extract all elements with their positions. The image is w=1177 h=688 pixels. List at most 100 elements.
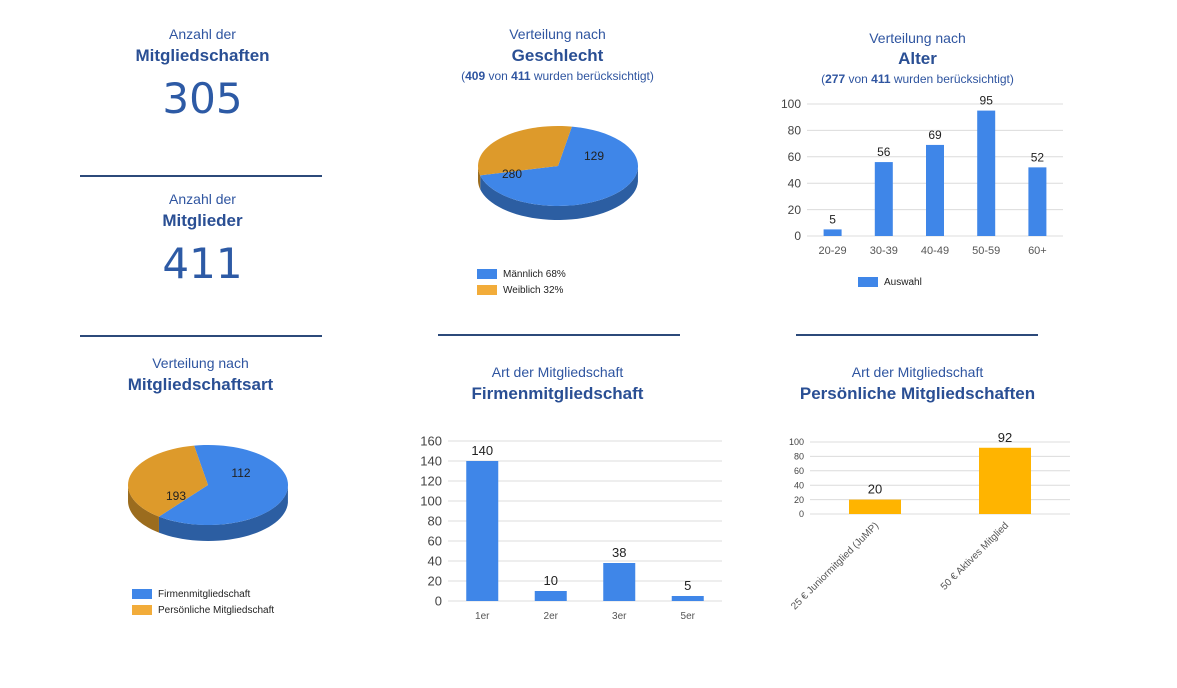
age-header: Verteilung nach Alter (277 von 411 wurde… — [790, 30, 1045, 86]
personal-bar-chart: 0 20 40 60 80 100 20 25 € Juniormitglied (JuMP)… — [789, 432, 1070, 612]
y-tick-label-7: 140 — [420, 454, 442, 469]
y-tick-label-8: 160 — [420, 434, 442, 449]
kpi-memberships-title: Mitgliedschaften — [135, 46, 270, 65]
pie-side-0 — [158, 486, 288, 541]
pie-value-label-1: 112 — [231, 466, 250, 480]
y-tick-label-3: 60 — [794, 466, 804, 476]
bar-value-label-1: 56 — [877, 145, 891, 159]
bar-1 — [534, 591, 567, 601]
pie-slice-0 — [158, 445, 289, 526]
x-tick-label-3: 50-59 — [972, 245, 1000, 257]
gender-pie-chart: 280 129 — [478, 126, 639, 220]
y-tick-label-6: 120 — [420, 474, 442, 489]
age-bar-chart: 0 20 40 60 80 100 5 20-29 56 30-39 69 40-49 95 50-59 5… — [781, 94, 1063, 257]
x-tick-label-0: 25 € Juniormitglied (JuMP) — [789, 520, 881, 612]
age-legend: Auswahl — [858, 274, 922, 290]
personal-title: Persönliche Mitgliedschaften — [799, 384, 1036, 403]
legend-item-auswahl: Auswahl — [858, 274, 922, 290]
kpi-members-line1: Anzahl der — [169, 191, 236, 207]
y-tick-label-4: 80 — [788, 124, 802, 138]
bar-value-label-2: 69 — [928, 128, 942, 142]
pie-side-0 — [480, 167, 638, 220]
bar-0 — [823, 229, 842, 236]
pie-value-label-0: 280 — [502, 167, 522, 181]
y-tick-label-0: 0 — [794, 229, 801, 243]
personal-subtitle: Art der Mitgliedschaft — [851, 364, 984, 380]
divider — [80, 175, 322, 177]
x-tick-label-0: 20-29 — [819, 245, 847, 257]
divider — [80, 335, 322, 337]
gender-note: (409 von 411 wurden berücksichtigt) — [461, 69, 654, 83]
legend-item-personal: Persönliche Mitgliedschaft — [132, 602, 274, 618]
x-tick-label-2: 3er — [612, 611, 627, 622]
bar-value-label-3: 95 — [980, 94, 994, 108]
y-tick-label-2: 40 — [794, 480, 804, 490]
legend-swatch — [132, 589, 152, 599]
y-tick-label-4: 80 — [794, 452, 804, 462]
pie-slice-0 — [480, 126, 639, 207]
kpi-memberships-value: 305 — [162, 74, 243, 123]
firm-bar-chart: 0 20 40 60 80 100 120 140 160 140 1er 10 2er 38 3er 5 5e… — [420, 434, 722, 622]
x-tick-label-1: 30-39 — [870, 245, 898, 257]
firm-title: Firmenmitgliedschaft — [471, 384, 644, 403]
y-tick-label-5: 100 — [781, 97, 801, 111]
legend-item-firm: Firmenmitgliedschaft — [132, 586, 274, 602]
bar-3 — [671, 596, 704, 601]
legend-swatch — [477, 269, 497, 279]
bar-0 — [849, 499, 901, 514]
kpi-memberships: Anzahl der Mitgliedschaften 305 — [80, 26, 325, 123]
bar-value-label-1: 10 — [544, 573, 558, 588]
mtype-header: Verteilung nach Mitgliedschaftsart — [78, 355, 323, 395]
age-note: (277 von 411 wurden berücksichtigt) — [821, 72, 1014, 86]
bar-1 — [874, 162, 893, 236]
bar-value-label-0: 140 — [471, 443, 493, 458]
bar-3 — [977, 110, 996, 236]
legend-swatch — [132, 605, 152, 615]
bar-value-label-0: 5 — [829, 212, 836, 226]
kpi-memberships-line1: Anzahl der — [169, 26, 236, 42]
bar-2 — [603, 563, 636, 601]
age-subtitle: Verteilung nach — [869, 30, 966, 46]
bar-value-label-1: 92 — [998, 432, 1012, 445]
y-tick-label-3: 60 — [428, 534, 442, 549]
bar-value-label-0: 20 — [868, 482, 882, 497]
mtype-legend: Firmenmitgliedschaft Persönliche Mitglie… — [132, 586, 274, 618]
bar-value-label-4: 52 — [1031, 150, 1045, 164]
pie-value-label-1: 129 — [584, 149, 604, 163]
bar-value-label-2: 38 — [612, 545, 626, 560]
bar-1 — [979, 447, 1031, 514]
kpi-members: Anzahl der Mitglieder 411 — [80, 191, 325, 288]
pie-side-1 — [128, 484, 159, 533]
personal-header: Art der Mitgliedschaft Persönliche Mitgl… — [780, 364, 1055, 404]
y-tick-label-5: 100 — [420, 494, 442, 509]
y-tick-label-0: 0 — [435, 594, 442, 609]
x-tick-label-1: 2er — [544, 611, 559, 622]
gender-header: Verteilung nach Geschlecht (409 von 411 … — [430, 26, 685, 83]
kpi-members-title: Mitglieder — [162, 211, 243, 230]
y-tick-label-0: 0 — [799, 509, 804, 519]
y-tick-label-3: 60 — [788, 150, 802, 164]
firm-header: Art der Mitgliedschaft Firmenmitgliedsch… — [430, 364, 685, 404]
legend-swatch — [858, 277, 878, 287]
x-tick-label-4: 60+ — [1028, 245, 1047, 257]
x-tick-label-0: 1er — [475, 611, 490, 622]
y-tick-label-1: 20 — [428, 574, 442, 589]
bar-value-label-3: 5 — [684, 578, 691, 593]
pie-value-label-0: 193 — [166, 489, 186, 503]
legend-item-male: Männlich 68% — [477, 266, 566, 282]
y-tick-label-1: 20 — [788, 203, 802, 217]
gender-legend: Männlich 68% Weiblich 32% — [477, 266, 566, 298]
y-tick-label-2: 40 — [428, 554, 442, 569]
gender-subtitle: Verteilung nach — [509, 26, 606, 42]
x-tick-label-1: 50 € Aktives Mitglied — [939, 520, 1011, 592]
divider — [796, 334, 1038, 336]
mtype-subtitle: Verteilung nach — [152, 355, 249, 371]
x-tick-label-2: 40-49 — [921, 245, 949, 257]
bar-4 — [1028, 167, 1047, 236]
kpi-members-value: 411 — [162, 239, 243, 288]
firm-subtitle: Art der Mitgliedschaft — [491, 364, 624, 380]
legend-swatch — [477, 285, 497, 295]
age-title: Alter — [898, 49, 937, 68]
mtype-pie-chart: 193 112 — [128, 445, 289, 541]
y-tick-label-5: 100 — [789, 437, 804, 447]
